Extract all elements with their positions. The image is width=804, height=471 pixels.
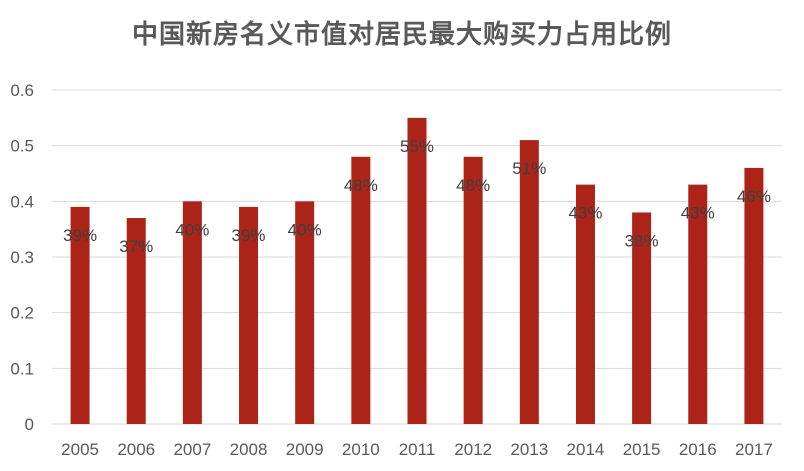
data-label: 39% [63, 226, 97, 245]
bar [519, 140, 539, 424]
bar [744, 167, 764, 424]
bar [351, 156, 371, 425]
y-tick-label: 0.1 [10, 359, 34, 378]
data-label: 43% [681, 204, 715, 223]
bar [239, 206, 259, 424]
y-tick-label: 0.5 [10, 137, 34, 156]
data-label: 43% [568, 204, 602, 223]
bar [575, 184, 595, 424]
y-tick-label: 0.3 [10, 248, 34, 267]
y-tick-label: 0 [25, 415, 34, 434]
x-tick-label: 2011 [399, 440, 436, 459]
x-tick-label: 2014 [567, 440, 605, 459]
x-tick-label: 2016 [679, 440, 717, 459]
x-tick-label: 2009 [286, 440, 324, 459]
bar [70, 206, 90, 424]
x-tick-label: 2013 [510, 440, 548, 459]
x-tick-label: 2007 [173, 440, 211, 459]
data-label: 40% [175, 220, 209, 239]
bar [182, 201, 202, 424]
bar [407, 117, 427, 424]
data-label: 39% [232, 226, 266, 245]
data-label: 48% [344, 176, 378, 195]
data-label: 40% [288, 220, 322, 239]
x-tick-label: 2006 [117, 440, 155, 459]
data-label: 51% [512, 159, 546, 178]
data-label: 46% [737, 187, 771, 206]
y-tick-label: 0.2 [10, 304, 34, 323]
x-tick-label: 2017 [735, 440, 773, 459]
bar [295, 201, 315, 424]
y-tick-label: 0.6 [10, 81, 34, 100]
data-label: 38% [625, 231, 659, 250]
bar [126, 218, 146, 424]
x-tick-label: 2010 [342, 440, 380, 459]
data-label: 37% [119, 237, 153, 256]
x-tick-label: 2005 [61, 440, 99, 459]
data-label: 55% [400, 137, 434, 156]
y-tick-label: 0.4 [10, 192, 34, 211]
chart-title: 中国新房名义市值对居民最大购买力占用比例 [131, 20, 672, 50]
x-tick-label: 2008 [230, 440, 268, 459]
x-tick-label: 2012 [454, 440, 492, 459]
x-tick-label: 2015 [623, 440, 661, 459]
data-label: 48% [456, 176, 490, 195]
bar [632, 212, 652, 424]
bar [688, 184, 708, 424]
bar [463, 156, 483, 425]
